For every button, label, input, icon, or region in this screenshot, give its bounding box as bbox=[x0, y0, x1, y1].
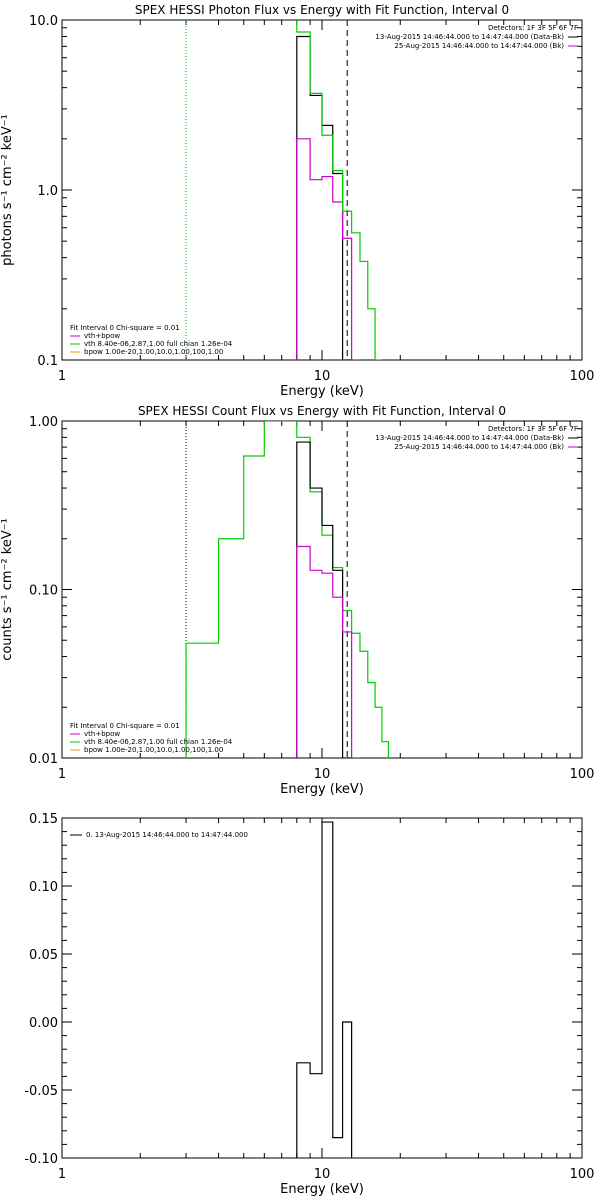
legend-fit-header: Fit Interval 0 Chi-square = 0.01 bbox=[70, 324, 180, 332]
legend-detectors: Detectors: 1F 3F 5F 6F 7F bbox=[488, 24, 578, 32]
plot-area bbox=[185, 20, 382, 360]
plot-area bbox=[296, 821, 353, 1158]
series-line-3 bbox=[296, 20, 382, 360]
legend-fit-item: bpow 1.00e-20,1.00,10.0,1.00,100,1.00 bbox=[84, 348, 223, 356]
x-tick-label: 10 bbox=[314, 767, 331, 782]
y-tick-label: 0.1 bbox=[37, 354, 58, 369]
legend-fit-item: vth 8.40e-06,2.87,1.00 full chian 1.26e-… bbox=[84, 340, 233, 348]
y-tick-label: 10.0 bbox=[29, 14, 58, 29]
y-tick-label: 0.01 bbox=[29, 752, 58, 767]
legend-fit-item: bpow 1.00e-20,1.00,10.0,1.00,100,1.00 bbox=[84, 746, 223, 754]
chart-panel-2: SPEX HESSI Count Flux vs Energy with Fit… bbox=[0, 404, 594, 797]
y-tick-label: 0.05 bbox=[29, 948, 58, 963]
series-line-1 bbox=[296, 821, 353, 1158]
y-tick-label: -0.10 bbox=[24, 1152, 58, 1167]
legend-fit-item: vth+bpow bbox=[84, 730, 120, 738]
x-axis-label: Energy (keV) bbox=[280, 1182, 364, 1197]
x-axis-label: Energy (keV) bbox=[280, 384, 364, 399]
y-axis-label: photons s⁻¹ cm⁻² keV⁻¹ bbox=[0, 114, 15, 266]
plot-frame bbox=[61, 19, 583, 361]
y-tick-label: 0.15 bbox=[29, 812, 58, 827]
chart-title: SPEX HESSI Photon Flux vs Energy with Fi… bbox=[135, 3, 509, 17]
x-tick-label: 1 bbox=[58, 1167, 66, 1182]
legend-fit-item: vth 8.40e-06,2.87,1.00 full chian 1.26e-… bbox=[84, 738, 233, 746]
y-tick-label: 0.10 bbox=[29, 584, 58, 599]
x-tick-label: 10 bbox=[314, 369, 331, 384]
legend-item-label: 13-Aug-2015 14:46:44.000 to 14:47:44.000… bbox=[375, 33, 564, 41]
series-line-2 bbox=[296, 441, 352, 758]
series-line-1 bbox=[185, 421, 389, 758]
chart-panel-1: SPEX HESSI Photon Flux vs Energy with Fi… bbox=[0, 3, 594, 399]
series-line-1 bbox=[296, 35, 352, 360]
y-tick-label: 1.00 bbox=[29, 415, 58, 430]
x-tick-label: 100 bbox=[570, 369, 595, 384]
legend-item-label: 13-Aug-2015 14:46:44.000 to 14:47:44.000… bbox=[375, 434, 564, 442]
legend-item-label: 25-Aug-2015 14:46:44.000 to 14:47:44.000… bbox=[394, 42, 564, 50]
y-tick-label: 0.00 bbox=[29, 1016, 58, 1031]
y-tick-label: 0.10 bbox=[29, 880, 58, 895]
x-tick-label: 10 bbox=[314, 1167, 331, 1182]
x-tick-label: 100 bbox=[570, 1167, 595, 1182]
legend-item-label: 25-Aug-2015 14:46:44.000 to 14:47:44.000… bbox=[394, 443, 564, 451]
series-line-2 bbox=[296, 138, 360, 360]
legend-fit-item: vth+bpow bbox=[84, 332, 120, 340]
legend-item-label: 0. 13-Aug-2015 14:46:44.000 to 14:47:44.… bbox=[86, 831, 248, 839]
chart-title: SPEX HESSI Count Flux vs Energy with Fit… bbox=[138, 404, 506, 418]
y-tick-label: -0.05 bbox=[24, 1084, 58, 1099]
y-tick-label: 1.0 bbox=[37, 184, 58, 199]
legend-fit-header: Fit Interval 0 Chi-square = 0.01 bbox=[70, 722, 180, 730]
chart-panel-3: 1 10 100 Energy (keV) -0.10 -0.05 0.00 0.05 0.10… bbox=[24, 812, 594, 1197]
x-tick-label: 1 bbox=[58, 767, 66, 782]
x-axis-label: Energy (keV) bbox=[280, 782, 364, 797]
x-tick-label: 1 bbox=[58, 369, 66, 384]
y-axis-label: counts s⁻¹ cm⁻² keV⁻¹ bbox=[0, 518, 15, 661]
plot-frame bbox=[61, 420, 583, 759]
series-line-3 bbox=[296, 545, 360, 758]
legend-detectors: Detectors: 1F 3F 5F 6F 7F bbox=[488, 425, 578, 433]
plot-area bbox=[185, 421, 389, 758]
x-tick-label: 100 bbox=[570, 767, 595, 782]
